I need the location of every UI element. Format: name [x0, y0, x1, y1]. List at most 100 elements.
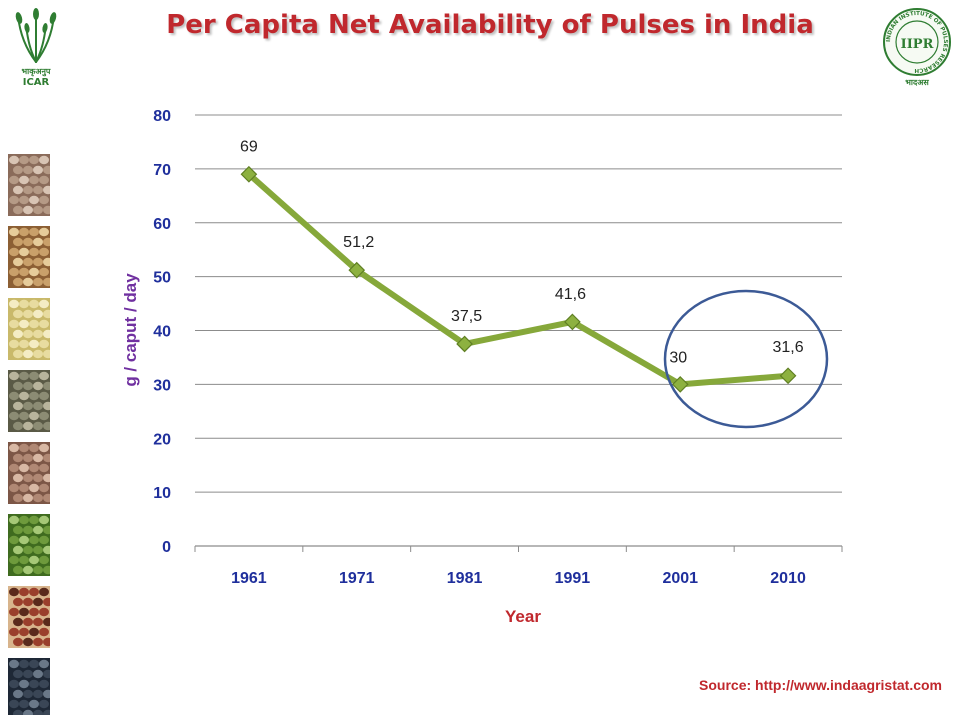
x-tick-label: 2010	[770, 570, 806, 587]
source-note: Source: http://www.indaagristat.com	[699, 677, 942, 693]
seed-tile	[8, 514, 50, 576]
seed	[33, 185, 43, 195]
x-tick-label: 1991	[555, 570, 591, 587]
seed	[23, 165, 33, 175]
seed	[13, 525, 23, 535]
seed	[33, 637, 43, 647]
seed	[29, 155, 39, 165]
seed	[23, 309, 33, 319]
seed	[13, 493, 23, 503]
data-label: 69	[240, 138, 258, 155]
seed	[13, 165, 23, 175]
icar-hindi-caption: भाकृअनुप	[22, 67, 51, 77]
seed	[19, 391, 29, 401]
seed	[9, 411, 19, 421]
seed	[9, 483, 19, 493]
seed	[29, 535, 39, 545]
series-line	[245, 171, 792, 388]
seed	[23, 421, 33, 431]
seed	[23, 381, 33, 391]
seed	[23, 453, 33, 463]
seed	[43, 669, 50, 679]
seed	[33, 669, 43, 679]
seed-tile	[8, 226, 50, 288]
seed	[19, 299, 29, 309]
seed	[13, 637, 23, 647]
x-axis-label: Year	[505, 607, 541, 626]
seed	[23, 401, 33, 411]
seed	[9, 227, 19, 237]
seed	[9, 319, 19, 329]
y-axis-label: g / caput / day	[121, 273, 140, 387]
seed	[19, 319, 29, 329]
seed	[19, 339, 29, 349]
data-label: 31,6	[773, 339, 804, 356]
seed	[33, 689, 43, 699]
seed	[19, 175, 29, 185]
seed	[13, 453, 23, 463]
seed	[23, 709, 33, 715]
seed	[39, 371, 49, 381]
seed-tile	[8, 658, 50, 715]
seed	[43, 709, 50, 715]
seed	[23, 689, 33, 699]
y-tick-label: 80	[153, 108, 171, 125]
seed	[23, 669, 33, 679]
seed	[29, 587, 39, 597]
seed	[9, 299, 19, 309]
seed	[39, 679, 49, 689]
iipr-logo: INDIAN INSTITUTE OF PULSES RESEARCH IIPR…	[883, 8, 951, 87]
seed	[43, 637, 50, 647]
seed	[39, 587, 49, 597]
seed-tile	[8, 370, 50, 432]
seed	[13, 205, 23, 215]
seed	[19, 247, 29, 257]
seed	[33, 257, 43, 267]
axes	[194, 545, 843, 552]
data-label: 30	[669, 349, 687, 366]
seed	[43, 597, 50, 607]
seed-tile	[8, 586, 50, 648]
seed	[9, 535, 19, 545]
x-tick-label: 1971	[339, 570, 375, 587]
seed-tile-background	[8, 226, 50, 288]
seed	[29, 195, 39, 205]
seed	[19, 227, 29, 237]
y-tick-label: 40	[153, 324, 171, 341]
seed	[39, 699, 49, 709]
seed	[43, 421, 50, 431]
seed	[39, 443, 49, 453]
seed	[33, 453, 43, 463]
seed	[43, 381, 50, 391]
seed	[13, 617, 23, 627]
seed	[23, 637, 33, 647]
seed	[19, 627, 29, 637]
x-tick-labels: 1961 1971 1981 1991 2001 2010	[231, 570, 806, 587]
seed	[9, 679, 19, 689]
seed	[33, 349, 43, 359]
y-tick-label: 0	[162, 539, 171, 556]
seed	[13, 329, 23, 339]
seed	[23, 349, 33, 359]
seed	[23, 185, 33, 195]
seed	[29, 607, 39, 617]
seed	[33, 205, 43, 215]
data-label: 51,2	[343, 234, 374, 251]
y-tick-label: 70	[153, 162, 171, 179]
page-title: Per Capita Net Availability of Pulses in…	[166, 10, 814, 40]
seed	[33, 525, 43, 535]
seed	[13, 669, 23, 679]
seed	[9, 587, 19, 597]
seed	[29, 175, 39, 185]
seed	[19, 155, 29, 165]
data-labels: 69 51,2 37,5 41,6 30 31,6	[240, 138, 804, 366]
seed	[13, 565, 23, 575]
seed	[29, 627, 39, 637]
seed	[23, 237, 33, 247]
seed	[19, 555, 29, 565]
seed	[9, 515, 19, 525]
seed	[39, 299, 49, 309]
seed	[43, 525, 50, 535]
seed	[39, 555, 49, 565]
seed	[33, 277, 43, 287]
